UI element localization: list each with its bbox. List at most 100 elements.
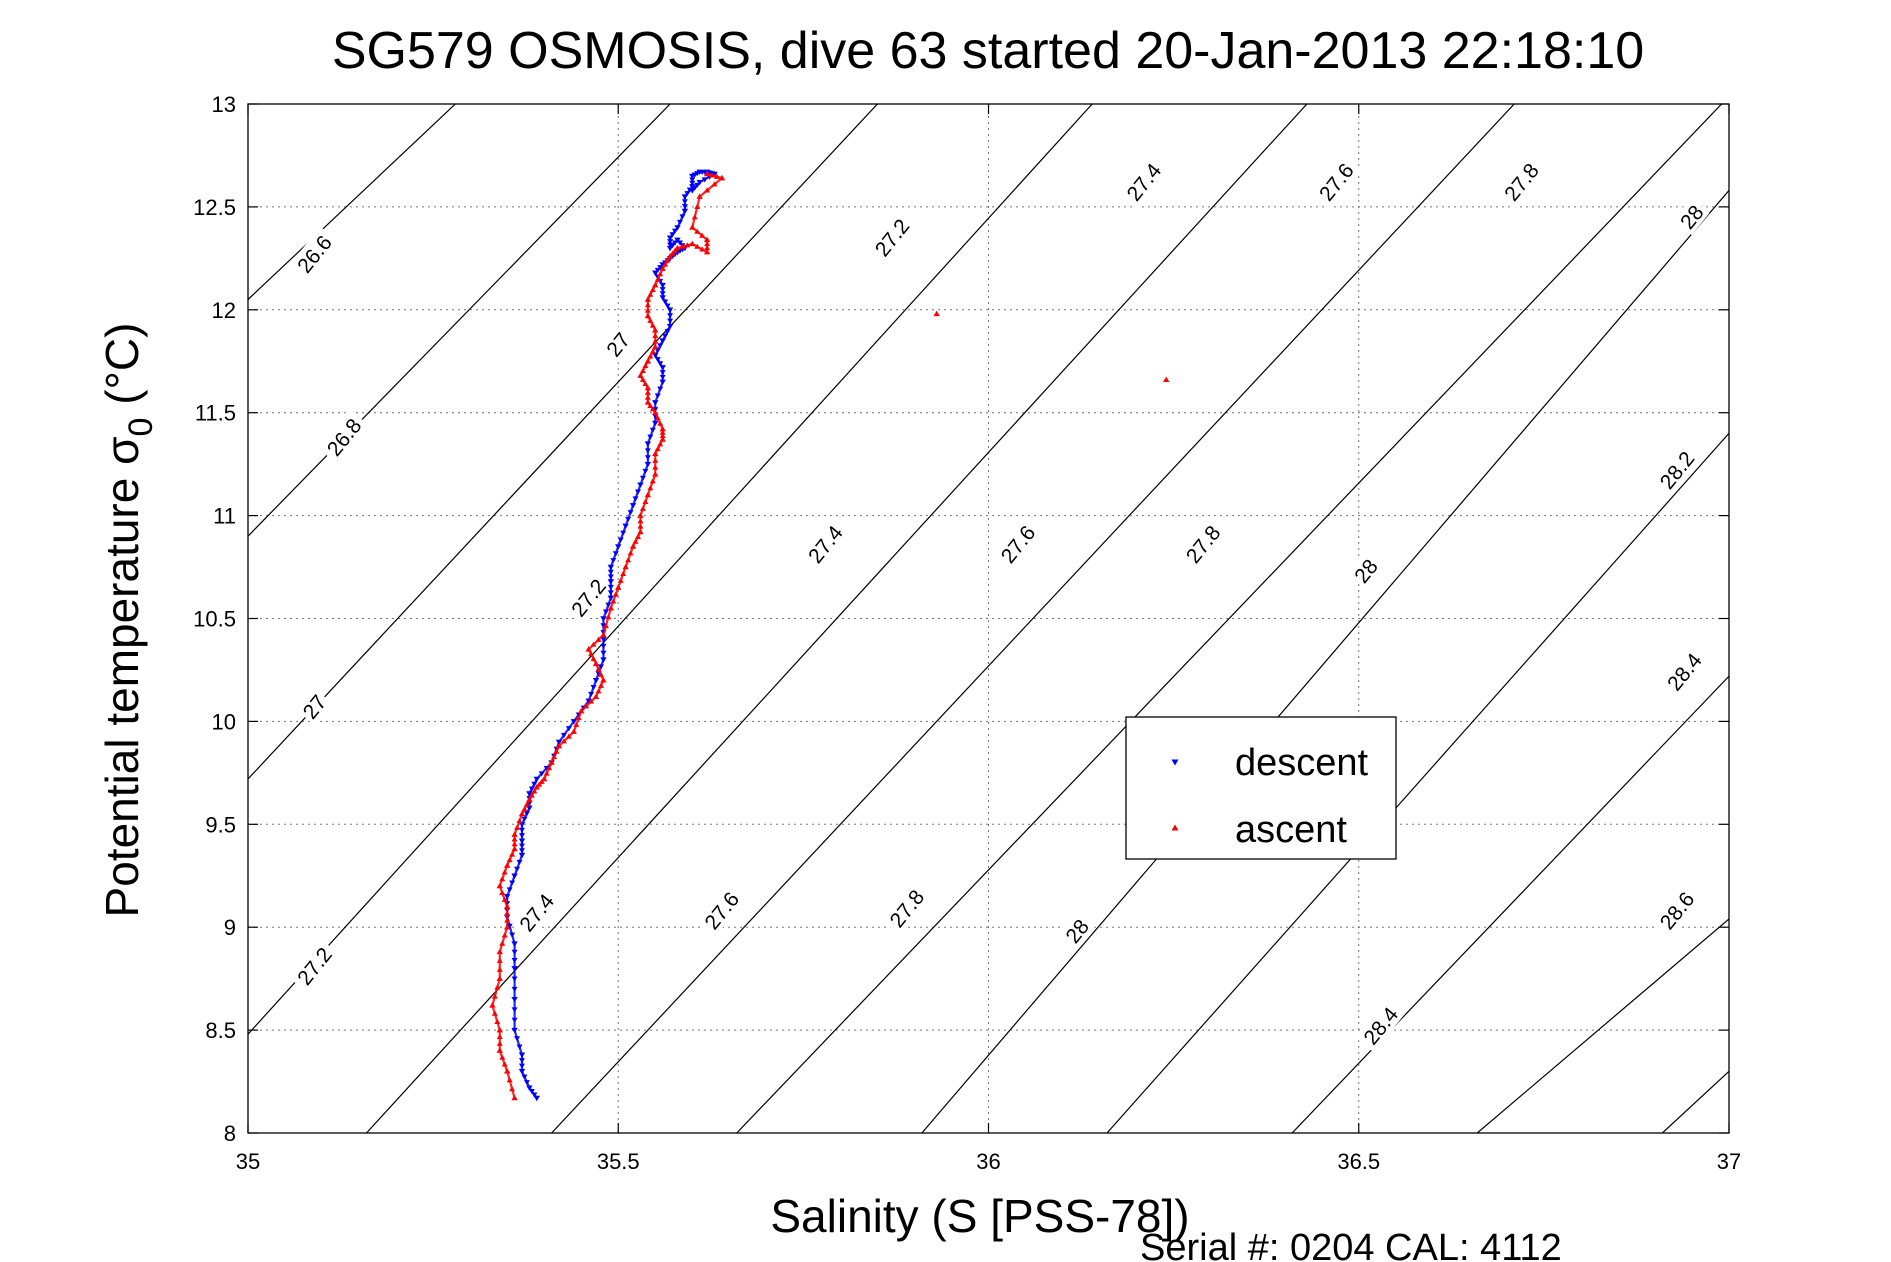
descent-point — [518, 852, 526, 859]
ascent-point — [659, 436, 666, 442]
descent-point — [503, 894, 511, 900]
contour-label-bg — [866, 210, 917, 265]
ascent-marker — [647, 353, 654, 359]
ascent-point — [689, 240, 696, 247]
descent-point — [659, 282, 666, 289]
ascent-marker — [590, 641, 597, 647]
ascent-marker — [509, 1086, 516, 1092]
descent-marker — [644, 455, 651, 461]
descent-marker — [565, 726, 572, 732]
descent-marker — [518, 833, 525, 839]
ascent-marker — [516, 817, 523, 823]
descent-marker — [654, 393, 661, 399]
descent-marker — [607, 584, 614, 590]
descent-marker — [514, 866, 521, 872]
contour-label-bg — [1651, 442, 1702, 497]
ascent-marker — [501, 932, 508, 938]
contour-label-bg — [318, 409, 369, 464]
descent-marker — [610, 558, 617, 564]
ascent-point — [637, 528, 644, 535]
y-tick-label: 10.5 — [193, 607, 236, 632]
ascent-marker — [652, 338, 659, 344]
y-axis-title: Potential temperature σ0 (°C) — [96, 323, 160, 918]
descent-marker — [662, 299, 669, 305]
x-tick-label: 37 — [1717, 1149, 1741, 1174]
ascent-marker — [610, 598, 617, 604]
ascent-marker — [501, 1061, 508, 1067]
y-axis-title-main: Potential temperature — [96, 465, 148, 918]
descent-point — [696, 179, 703, 186]
x-tick-label: 36.5 — [1337, 1149, 1380, 1174]
contour-label-bg — [562, 570, 613, 625]
descent-point — [659, 365, 666, 371]
descent-marker — [612, 551, 619, 557]
ascent-marker — [536, 781, 543, 787]
ascent-point — [503, 903, 511, 909]
ascent-marker — [499, 940, 506, 946]
descent-marker — [518, 1058, 525, 1064]
descent-marker — [518, 843, 525, 849]
descent-point — [644, 441, 652, 447]
descent-point — [666, 307, 674, 313]
ascent-point — [659, 425, 666, 432]
ascent-point — [652, 281, 659, 288]
ascent-marker — [590, 655, 597, 662]
y-tick-label: 9.5 — [205, 812, 236, 837]
ascent-marker — [509, 851, 516, 857]
ascent-point — [703, 248, 711, 255]
descent-marker — [672, 240, 679, 246]
ascent-point — [622, 563, 629, 570]
descent-point — [689, 188, 696, 194]
ascent-marker — [597, 671, 604, 677]
descent-point — [607, 564, 615, 571]
ascent-marker — [491, 993, 498, 999]
ascent-marker — [573, 721, 580, 727]
ascent-marker — [501, 869, 508, 875]
descent-point — [518, 1052, 526, 1058]
ascent-marker — [639, 505, 646, 511]
descent-marker — [590, 685, 597, 691]
ascent-marker — [597, 682, 604, 688]
descent-marker — [531, 781, 538, 787]
ascent-marker — [595, 636, 602, 642]
ascent-point — [600, 631, 607, 638]
descent-marker — [681, 204, 688, 210]
descent-marker — [691, 185, 698, 191]
contour-label-bg — [992, 516, 1043, 571]
descent-marker — [607, 590, 614, 596]
grid-lines — [248, 104, 1729, 1133]
ascent-marker — [647, 402, 654, 408]
y-axis: 8 8.5 9 9.5 10 10.5 11 11.5 12 12.5 13 — [193, 92, 1729, 1146]
ascent-marker — [652, 457, 659, 463]
contour-line-28.4 — [1291, 675, 1729, 1133]
y-tick-label: 11.5 — [195, 401, 236, 426]
ascent-marker — [605, 614, 612, 620]
ascent-marker — [595, 666, 602, 672]
descent-marker — [625, 516, 632, 523]
ascent-marker — [565, 733, 572, 739]
ascent-point — [644, 296, 652, 302]
ascent-marker — [499, 876, 506, 882]
ascent-marker — [511, 841, 518, 847]
ascent-marker — [514, 824, 521, 830]
ascent-marker — [546, 765, 553, 771]
descent-marker — [654, 348, 661, 354]
ascent-marker — [644, 394, 651, 400]
ascent-point — [652, 409, 659, 415]
descent-point — [622, 523, 629, 530]
contour-line-26.8 — [248, 104, 671, 537]
descent-point — [555, 739, 563, 746]
ascent-point — [933, 310, 940, 317]
ascent-marker — [704, 240, 711, 247]
ascent-point — [555, 742, 563, 749]
descent-marker — [511, 958, 518, 964]
ascent-marker — [657, 271, 664, 277]
ascent-marker — [652, 464, 659, 470]
contour-label-bg — [881, 881, 932, 936]
ascent-marker — [649, 478, 656, 484]
descent-marker — [526, 800, 533, 807]
ascent-point — [703, 236, 711, 243]
descent-point — [511, 996, 518, 1003]
ascent-point — [659, 265, 666, 271]
ascent-marker — [654, 276, 661, 282]
